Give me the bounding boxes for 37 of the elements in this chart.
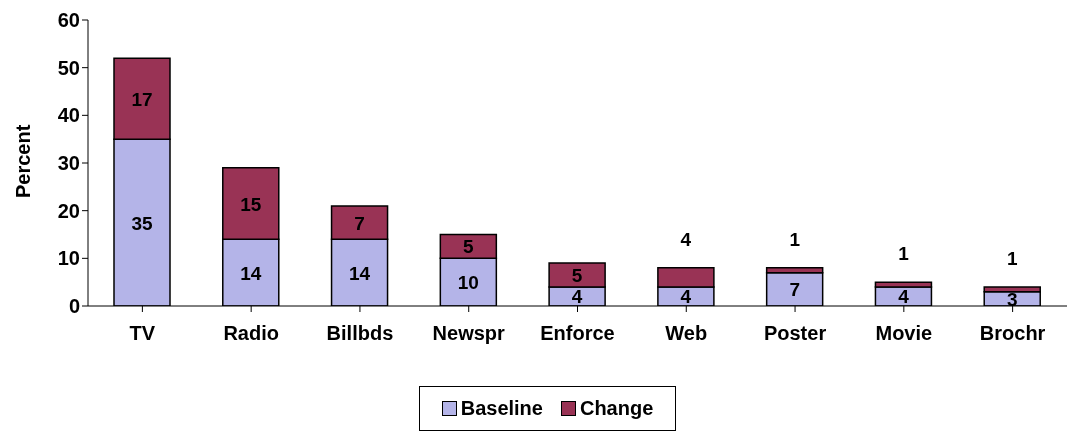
y-tick-label: 50 bbox=[57, 56, 80, 79]
data-label: 7 bbox=[354, 212, 365, 234]
x-tick-label: Brochr bbox=[979, 322, 1046, 345]
data-label: 17 bbox=[131, 88, 153, 110]
x-tick-label: Enforce bbox=[540, 322, 615, 345]
data-label: 3 bbox=[1006, 288, 1018, 310]
y-tick-label: 40 bbox=[57, 104, 80, 127]
data-label: 4 bbox=[898, 286, 910, 308]
x-tick-label: Web bbox=[665, 322, 708, 345]
legend-label: Baseline bbox=[459, 397, 543, 420]
data-label: 15 bbox=[240, 193, 262, 215]
data-label: 5 bbox=[463, 236, 475, 258]
legend-label: Change bbox=[578, 397, 654, 420]
data-label: 1 bbox=[1006, 247, 1018, 269]
x-tick-label: Movie bbox=[875, 322, 933, 345]
y-tick-label: 10 bbox=[57, 247, 80, 270]
x-tick-label: Radio bbox=[223, 322, 279, 345]
x-tick-label: Newspr bbox=[432, 322, 506, 345]
y-tick-label: 20 bbox=[57, 199, 80, 222]
x-tick-label: TV bbox=[129, 322, 156, 345]
data-label: 14 bbox=[240, 262, 262, 284]
data-label: 4 bbox=[680, 228, 692, 250]
data-label: 4 bbox=[680, 286, 692, 308]
data-label: 35 bbox=[131, 212, 153, 234]
data-label: 5 bbox=[571, 265, 583, 287]
y-tick-label: 0 bbox=[68, 295, 80, 318]
y-tick-label: 30 bbox=[57, 152, 80, 175]
data-label: 4 bbox=[571, 286, 583, 308]
data-label: 14 bbox=[348, 262, 371, 284]
data-label: 1 bbox=[898, 243, 910, 265]
x-tick-label: Poster bbox=[763, 322, 827, 345]
data-label: 7 bbox=[789, 279, 800, 301]
x-tick-label: Billbds bbox=[326, 322, 394, 345]
y-axis-title: Percent bbox=[12, 124, 35, 198]
data-label: 10 bbox=[457, 272, 479, 294]
data-label: 1 bbox=[789, 228, 801, 250]
y-tick-label: 60 bbox=[57, 9, 80, 32]
